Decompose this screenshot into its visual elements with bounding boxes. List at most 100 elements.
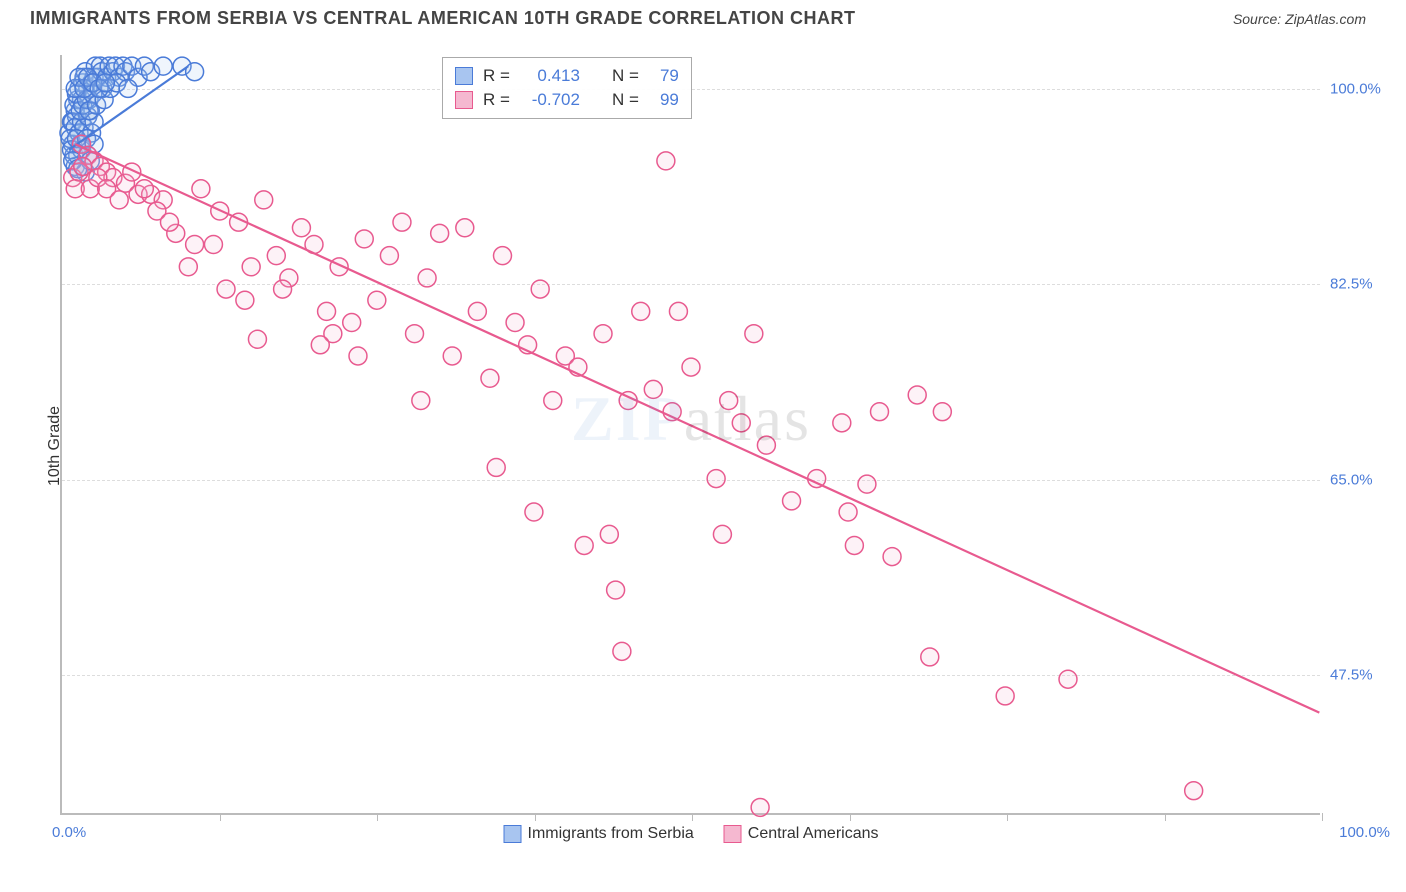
data-point <box>393 213 411 231</box>
data-point <box>594 325 612 343</box>
legend-swatch <box>455 67 473 85</box>
data-point <box>1185 782 1203 800</box>
data-point <box>267 247 285 265</box>
data-point <box>217 280 235 298</box>
data-point <box>644 380 662 398</box>
stats-row: R =0.413N =79 <box>455 64 679 88</box>
data-point <box>933 403 951 421</box>
data-point <box>707 470 725 488</box>
series-legend: Immigrants from Serbia Central Americans <box>504 825 879 843</box>
data-point <box>292 219 310 237</box>
data-point <box>839 503 857 521</box>
n-label: N = <box>612 66 639 86</box>
data-point <box>242 258 260 276</box>
data-point <box>657 152 675 170</box>
data-point <box>204 236 222 254</box>
data-point <box>531 280 549 298</box>
n-value: 99 <box>649 90 679 110</box>
data-point <box>833 414 851 432</box>
data-point <box>135 180 153 198</box>
x-min-label: 0.0% <box>52 824 86 841</box>
data-point <box>481 369 499 387</box>
x-tick <box>220 813 221 821</box>
x-tick <box>1322 813 1323 821</box>
data-point <box>343 314 361 332</box>
data-point <box>883 548 901 566</box>
data-point <box>607 581 625 599</box>
data-point <box>525 503 543 521</box>
x-tick <box>692 813 693 821</box>
data-point <box>544 392 562 410</box>
data-point <box>192 180 210 198</box>
data-point <box>487 458 505 476</box>
data-point <box>600 525 618 543</box>
data-point <box>418 269 436 287</box>
data-point <box>96 74 114 92</box>
data-point <box>274 280 292 298</box>
data-point <box>255 191 273 209</box>
data-point <box>160 213 178 231</box>
r-label: R = <box>483 90 510 110</box>
data-point <box>871 403 889 421</box>
stats-row: R = -0.702 N = 99 <box>455 88 679 112</box>
data-point <box>682 358 700 376</box>
chart-title: IMMIGRANTS FROM SERBIA VS CENTRAL AMERIC… <box>30 8 856 29</box>
legend-item: Central Americans <box>724 825 879 843</box>
data-point <box>186 236 204 254</box>
legend-item: Immigrants from Serbia <box>504 825 694 843</box>
x-max-label: 100.0% <box>1339 824 1390 841</box>
data-point <box>751 798 769 816</box>
data-point <box>186 63 204 81</box>
data-point <box>349 347 367 365</box>
data-point <box>74 157 92 175</box>
data-point <box>575 536 593 554</box>
legend-label: Immigrants from Serbia <box>528 825 694 843</box>
legend-swatch <box>455 91 473 109</box>
data-point <box>248 330 266 348</box>
x-tick <box>850 813 851 821</box>
data-point <box>468 302 486 320</box>
y-tick-label: 65.0% <box>1330 471 1390 488</box>
data-point <box>506 314 524 332</box>
data-point <box>732 414 750 432</box>
data-point <box>154 57 172 75</box>
y-tick-label: 47.5% <box>1330 667 1390 684</box>
legend-label: Central Americans <box>748 825 879 843</box>
source-attribution: Source: ZipAtlas.com <box>1233 11 1366 27</box>
data-point <box>858 475 876 493</box>
data-point <box>996 687 1014 705</box>
data-point <box>845 536 863 554</box>
data-point <box>783 492 801 510</box>
data-point <box>368 291 386 309</box>
x-tick <box>535 813 536 821</box>
data-point <box>908 386 926 404</box>
stats-legend-box: R =0.413N =79R = -0.702 N = 99 <box>442 57 692 119</box>
r-label: R = <box>483 66 510 86</box>
plot-area: ZIPatlas R =0.413N =79R =-0.702N =99 0.0… <box>60 55 1320 815</box>
data-point <box>355 230 373 248</box>
data-point <box>380 247 398 265</box>
data-point <box>494 247 512 265</box>
data-point <box>456 219 474 237</box>
data-point <box>110 191 128 209</box>
trend-line <box>75 144 1319 713</box>
y-tick-label: 82.5% <box>1330 276 1390 293</box>
n-label: N = <box>612 90 639 110</box>
legend-swatch <box>504 825 522 843</box>
data-point <box>713 525 731 543</box>
data-point <box>443 347 461 365</box>
data-point <box>921 648 939 666</box>
x-tick <box>377 813 378 821</box>
data-point <box>179 258 197 276</box>
data-point <box>669 302 687 320</box>
r-value: -0.702 <box>520 90 580 110</box>
legend-swatch <box>724 825 742 843</box>
data-point <box>406 325 424 343</box>
data-point <box>412 392 430 410</box>
data-point <box>318 302 336 320</box>
data-point <box>632 302 650 320</box>
data-point <box>1059 670 1077 688</box>
data-point <box>236 291 254 309</box>
data-point <box>757 436 775 454</box>
x-tick <box>1165 813 1166 821</box>
